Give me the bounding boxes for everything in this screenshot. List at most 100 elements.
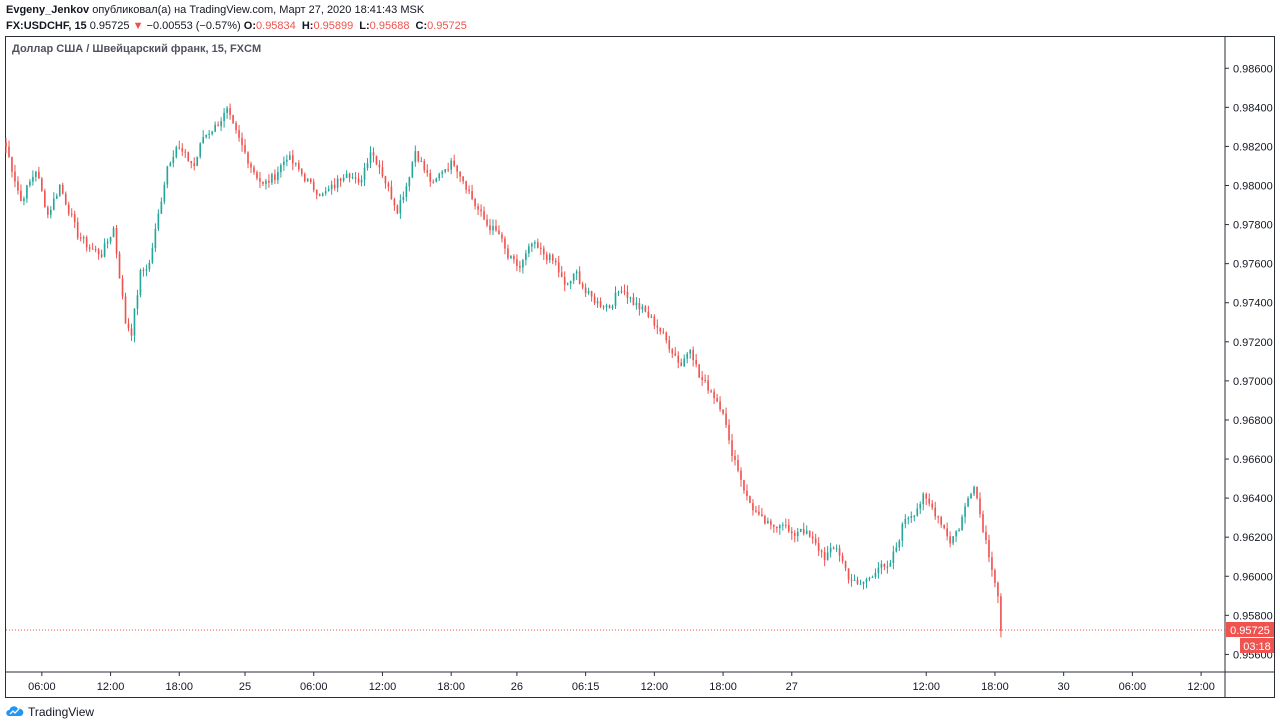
footer-brand[interactable]: TradingView [28,705,95,719]
candle-body-63 [193,163,196,166]
candle-body-128 [387,183,390,187]
candle-body-126 [381,167,384,177]
y-tick-label-7: 0.97200 [1233,337,1273,349]
candle-body-30 [94,249,97,251]
publish-text: опубликовал(а) на TradingView.com, Март … [92,4,425,16]
candle-body-138 [417,151,420,162]
author-name[interactable]: Evgeny_Jenkov [6,4,90,16]
candle-body-288 [865,579,868,582]
x-tick-label-1: 12:00 [97,681,125,693]
candle-body-243 [731,440,733,457]
last-price-tag [1226,621,1274,637]
x-tick-label-8: 06:15 [572,681,600,693]
footer: TradingView [6,703,94,721]
candle-body-200 [602,306,605,308]
candle-body-84 [256,172,258,179]
candle-body-38 [118,253,121,279]
x-tick-label-16: 12:00 [1187,681,1215,693]
candle-body-233 [701,377,703,380]
candle-body-250 [752,503,754,511]
candle-body-21 [67,204,70,214]
candle-body-136 [411,162,414,178]
candle-body-323 [970,493,972,499]
candle-body-185 [557,262,560,273]
candle-body-328 [985,531,987,541]
candle-body-292 [877,567,880,574]
candle-body-71 [217,124,219,127]
candle-body-256 [770,521,772,525]
candle-body-67 [205,134,208,138]
open-value: 0.95834 [256,20,296,32]
candle-body-304 [913,515,916,517]
candle-body-162 [489,225,491,231]
candle-body-102 [309,179,312,183]
candle-body-268 [805,530,808,534]
candle-body-99 [300,169,303,175]
candle-body-175 [528,246,530,254]
candle-body-333 [1000,596,1002,631]
candle-body-197 [593,296,596,304]
candle-body-207 [623,291,626,293]
candle-body-261 [784,524,787,526]
candle-body-167 [504,238,506,249]
change-text: −0.00553 (−0.57%) [146,20,241,32]
candle-body-127 [384,176,387,184]
candle-body-238 [716,397,718,402]
candle-body-61 [187,152,190,161]
candle-body-199 [599,301,602,307]
candle-body-79 [241,137,243,146]
candle-body-28 [88,247,91,249]
candle-body-314 [943,524,945,529]
candle-body-64 [196,156,199,166]
candle-body-95 [289,155,291,160]
candle-body-26 [82,237,85,239]
candle-body-53 [163,184,166,202]
candle-body-315 [946,528,948,537]
candle-body-74 [226,108,228,113]
candle-body-255 [767,521,769,524]
candle-body-223 [671,349,674,354]
y-tick-label-6: 0.97400 [1233,298,1273,310]
candle-body-118 [357,178,360,183]
candle-body-78 [238,130,240,138]
candle-body-249 [749,496,751,504]
candle-body-206 [620,291,623,293]
candle-body-134 [405,186,408,197]
candle-body-96 [292,155,294,164]
candle-body-267 [802,528,805,534]
candle-body-135 [408,177,411,187]
candle-body-316 [949,536,951,544]
y-tick-label-14: 0.95800 [1233,610,1273,622]
candle-body-194 [584,287,587,294]
candle-body-56 [172,156,175,164]
candle-body-263 [790,531,793,534]
candle-body-105 [318,194,321,196]
candle-body-7 [26,185,28,199]
candle-body-299 [898,540,901,548]
candle-body-278 [835,548,838,550]
candle-body-287 [862,581,865,584]
candle-body-230 [692,349,695,360]
candle-body-302 [907,517,910,520]
x-tick-label-7: 26 [511,681,523,693]
candle-body-81 [247,152,249,164]
candle-body-131 [396,205,399,214]
x-tick-label-10: 18:00 [709,681,737,693]
candle-body-282 [847,568,850,580]
candle-body-142 [429,172,432,182]
candle-body-139 [420,161,423,163]
candle-body-269 [808,530,811,537]
candle-body-12 [41,178,43,191]
price-line-layer: 0.95725 03:18 [6,621,1274,653]
candle-body-301 [904,519,907,525]
candle-body-210 [632,297,635,306]
tradingview-logo-icon [6,706,24,716]
candle-body-164 [495,225,497,231]
chart-frame[interactable] [5,36,1275,698]
candle-body-258 [776,526,778,529]
candle-body-293 [880,564,883,568]
candle-body-172 [519,265,521,268]
candle-body-145 [438,173,441,179]
candle-body-57 [175,147,178,157]
